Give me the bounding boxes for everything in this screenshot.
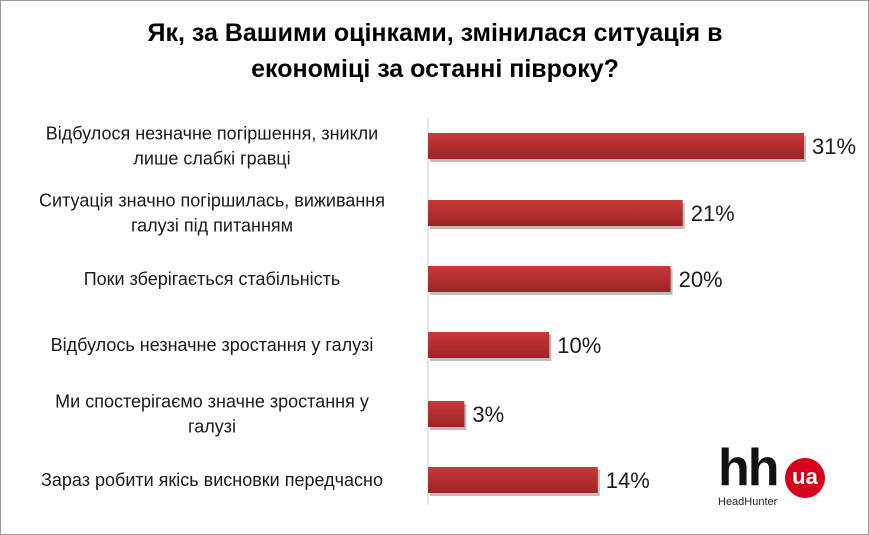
headhunter-logo: hh ua HeadHunter: [718, 440, 828, 516]
category-label-line: галузі під питанням: [131, 216, 293, 236]
bar: [428, 401, 465, 427]
chart-title-line-1: Як, за Вашими оцінками, змінилася ситуац…: [147, 19, 723, 47]
category-label-line: Ми спостерігаємо значне зростання у: [55, 392, 369, 412]
value-label: 31%: [812, 134, 856, 159]
logo-ua-circle: [785, 458, 825, 498]
category-label: Відбулося незначне погіршення, зникли лиш…: [46, 124, 378, 169]
category-label-line: лише слабкі гравці: [133, 149, 290, 169]
bar: [428, 266, 671, 292]
category-label: Відбулось незначне зростання у галузі: [51, 335, 374, 355]
category-label-line: галузі: [188, 417, 236, 437]
chart-title-line-2: економіці за останні півроку?: [251, 55, 619, 83]
value-label: 21%: [691, 201, 735, 226]
category-label: Ми спостерігаємо значне зростання у галуз…: [55, 392, 369, 437]
value-label: 14%: [606, 468, 650, 493]
category-label: Поки зберігається стабільність: [84, 269, 341, 289]
logo-ua-badge: ua: [792, 464, 818, 489]
bar: [428, 133, 804, 159]
value-label: 10%: [557, 333, 601, 358]
bar: [428, 200, 683, 226]
category-label-line: Зараз робити якісь висновки передчасно: [41, 470, 383, 490]
value-label: 3%: [472, 402, 504, 427]
category-label-line: Відбулося незначне погіршення, зникли: [46, 124, 378, 144]
category-label: Зараз робити якісь висновки передчасно: [41, 470, 383, 490]
category-label-line: Ситуація значно погіршилась, виживання: [39, 191, 385, 211]
bar: [428, 467, 598, 493]
category-label: Ситуація значно погіршилась, виживання га…: [39, 191, 385, 236]
bar: [428, 332, 550, 358]
value-label: 20%: [679, 267, 723, 292]
category-label-line: Відбулось незначне зростання у галузі: [51, 335, 374, 355]
logo-hh-mark: hh: [718, 439, 780, 497]
category-label-line: Поки зберігається стабільність: [84, 269, 341, 289]
logo-brand-name: HeadHunter: [718, 496, 778, 508]
